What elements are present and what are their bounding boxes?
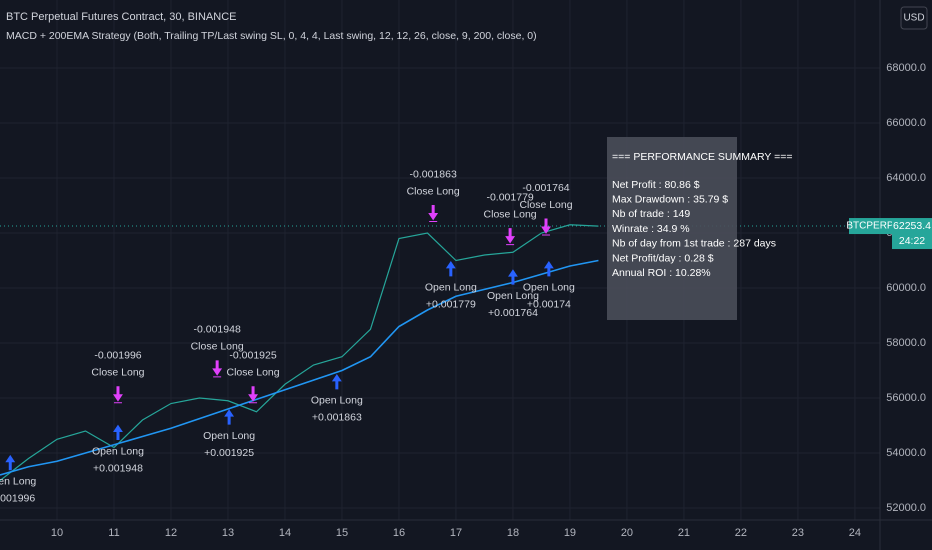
y-tick-label: 58000.0 bbox=[886, 337, 926, 349]
entry-arrow bbox=[543, 260, 554, 277]
summary-title: === PERFORMANCE SUMMARY === bbox=[612, 151, 793, 163]
countdown-label: 24:22 bbox=[899, 235, 925, 247]
x-tick-label: 16 bbox=[393, 527, 405, 539]
summary-line: Nb of day from 1st trade : 287 days bbox=[612, 238, 776, 250]
exit-arrow bbox=[212, 360, 223, 378]
exit-arrow bbox=[541, 218, 551, 236]
trade-label: -0.001764 bbox=[522, 182, 569, 194]
exit-arrow bbox=[505, 228, 516, 246]
trade-label: Open Long bbox=[311, 395, 363, 407]
trade-label: Close Long bbox=[407, 185, 460, 197]
trade-label: +0.001925 bbox=[204, 447, 254, 459]
trade-label: +0.001996 bbox=[0, 493, 35, 505]
summary-line: Annual ROI : 10.28% bbox=[612, 267, 711, 279]
trade-label: -0.001863 bbox=[410, 168, 457, 180]
last-price-label: 62253.4 bbox=[893, 220, 931, 232]
trade-label: Close Long bbox=[191, 341, 244, 353]
trade-label: Open Long bbox=[523, 282, 575, 294]
x-tick-label: 13 bbox=[222, 527, 234, 539]
price-line bbox=[0, 224, 599, 481]
ema-line bbox=[0, 259, 599, 476]
x-tick-label: 19 bbox=[564, 527, 576, 539]
summary-box bbox=[607, 137, 737, 320]
exit-arrow bbox=[248, 386, 258, 404]
x-tick-label: 17 bbox=[450, 527, 462, 539]
symbol-tag bbox=[849, 218, 892, 235]
trade-label: +0.00174 bbox=[527, 299, 571, 311]
trade-label: +0.001779 bbox=[426, 299, 476, 311]
y-tick-label: 64000.0 bbox=[886, 172, 926, 184]
x-tick-label: 14 bbox=[279, 527, 291, 539]
x-tick-label: 11 bbox=[108, 527, 119, 539]
y-tick-label: 68000.0 bbox=[886, 62, 926, 74]
currency-box[interactable] bbox=[900, 6, 928, 30]
x-tick-label: 21 bbox=[678, 527, 690, 539]
trade-label: +0.001948 bbox=[93, 462, 143, 474]
exit-arrow bbox=[113, 386, 123, 404]
y-tick-label: 52000.0 bbox=[886, 502, 926, 514]
trade-label: Close Long bbox=[484, 208, 537, 220]
trade-label: Open Long bbox=[203, 430, 255, 442]
trade-label: Open Long bbox=[487, 290, 539, 302]
entry-arrow bbox=[224, 409, 235, 425]
x-tick-label: 15 bbox=[336, 527, 348, 539]
exit-arrow bbox=[428, 205, 439, 223]
trade-label: Close Long bbox=[519, 199, 572, 211]
x-tick-label: 24 bbox=[849, 527, 861, 539]
y-tick-label: 54000.0 bbox=[886, 447, 926, 459]
currency[interactable]: USD bbox=[903, 13, 924, 24]
trade-label: Close Long bbox=[226, 367, 279, 379]
x-tick-label: 18 bbox=[507, 527, 519, 539]
trade-label: Close Long bbox=[91, 367, 144, 379]
strategy-label: MACD + 200EMA Strategy (Both, Trailing T… bbox=[6, 30, 537, 42]
x-tick-label: 22 bbox=[735, 527, 747, 539]
y-tick-label: 60000.0 bbox=[886, 282, 926, 294]
trade-label: -0.001948 bbox=[194, 324, 241, 336]
trade-label: Open Long bbox=[92, 445, 144, 457]
chart-title: BTC Perpetual Futures Contract, 30, BINA… bbox=[6, 11, 236, 23]
trade-label: -0.001996 bbox=[94, 350, 141, 362]
entry-arrow bbox=[5, 454, 16, 471]
symbol-label: BTCPERP bbox=[846, 221, 894, 232]
entry-arrow bbox=[331, 374, 342, 390]
trade-label: +0.001863 bbox=[312, 412, 362, 424]
trade-label: +0.001764 bbox=[488, 307, 538, 319]
trade-label: Open Long bbox=[425, 282, 477, 294]
summary-line: Net Profit/day : 0.28 $ bbox=[612, 252, 714, 264]
y-tick-label: 66000.0 bbox=[886, 117, 926, 129]
trade-label: -0.001779 bbox=[486, 191, 533, 203]
price-tag bbox=[892, 218, 932, 250]
x-tick-label: 20 bbox=[621, 527, 633, 539]
x-tick-label: 23 bbox=[792, 527, 804, 539]
x-tick-label: 12 bbox=[165, 527, 177, 539]
trade-label: Open Long bbox=[0, 476, 36, 488]
entry-arrow bbox=[113, 424, 123, 441]
summary-line: Max Drawdown : 35.79 $ bbox=[612, 193, 728, 205]
x-tick-label: 10 bbox=[51, 527, 63, 539]
trade-label: -0.001925 bbox=[229, 350, 276, 362]
summary-line: Nb of trade : 149 bbox=[612, 208, 690, 220]
entry-arrow bbox=[508, 269, 518, 285]
summary-line: Winrate : 34.9 % bbox=[612, 223, 690, 235]
summary-line: Net Profit : 80.86 $ bbox=[612, 179, 700, 191]
entry-arrow bbox=[445, 260, 456, 277]
y-tick-label: 56000.0 bbox=[886, 392, 926, 404]
